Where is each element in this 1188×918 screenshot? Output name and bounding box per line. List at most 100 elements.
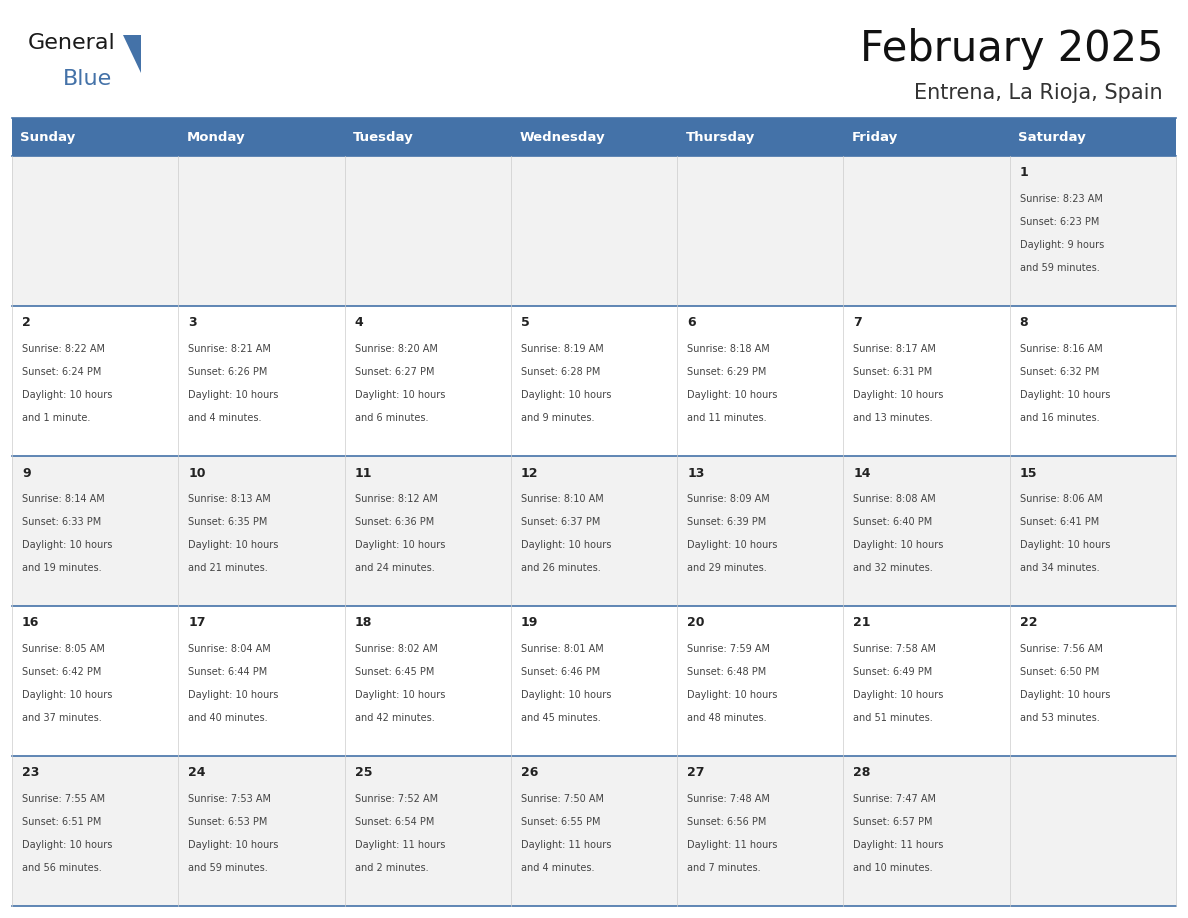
Text: Daylight: 11 hours: Daylight: 11 hours [520, 840, 611, 850]
Text: Sunset: 6:36 PM: Sunset: 6:36 PM [354, 517, 434, 527]
Bar [12, 306, 178, 456]
Text: Daylight: 10 hours: Daylight: 10 hours [853, 390, 943, 400]
Text: Sunset: 6:54 PM: Sunset: 6:54 PM [354, 817, 434, 827]
Text: and 2 minutes.: and 2 minutes. [354, 863, 428, 873]
Text: and 48 minutes.: and 48 minutes. [687, 713, 766, 723]
Text: 9: 9 [21, 466, 31, 479]
Text: and 19 minutes.: and 19 minutes. [21, 564, 102, 573]
Text: Daylight: 11 hours: Daylight: 11 hours [853, 840, 943, 850]
Text: Sunset: 6:57 PM: Sunset: 6:57 PM [853, 817, 933, 827]
Text: and 34 minutes.: and 34 minutes. [1019, 564, 1099, 573]
Text: Sunset: 6:56 PM: Sunset: 6:56 PM [687, 817, 766, 827]
Bar [345, 306, 511, 456]
Text: Daylight: 10 hours: Daylight: 10 hours [687, 390, 777, 400]
Text: 7: 7 [853, 317, 862, 330]
Bar [511, 118, 677, 156]
Text: 10: 10 [188, 466, 206, 479]
Text: 19: 19 [520, 617, 538, 630]
Bar [1010, 456, 1176, 606]
Text: Sunrise: 7:58 AM: Sunrise: 7:58 AM [853, 644, 936, 654]
Bar [12, 756, 178, 906]
Bar [511, 456, 677, 606]
Text: Sunset: 6:51 PM: Sunset: 6:51 PM [21, 817, 101, 827]
Bar [843, 156, 1010, 306]
Text: February 2025: February 2025 [859, 28, 1163, 70]
Text: Sunset: 6:46 PM: Sunset: 6:46 PM [520, 666, 600, 677]
Text: 11: 11 [354, 466, 372, 479]
Text: Daylight: 10 hours: Daylight: 10 hours [1019, 540, 1110, 550]
Text: Daylight: 11 hours: Daylight: 11 hours [354, 840, 446, 850]
Text: 14: 14 [853, 466, 871, 479]
Text: Sunset: 6:39 PM: Sunset: 6:39 PM [687, 517, 766, 527]
Text: 24: 24 [188, 767, 206, 779]
Text: Sunset: 6:26 PM: Sunset: 6:26 PM [188, 367, 267, 376]
Text: Daylight: 10 hours: Daylight: 10 hours [21, 690, 113, 700]
Text: General: General [29, 33, 115, 53]
Text: Daylight: 10 hours: Daylight: 10 hours [354, 690, 446, 700]
Text: Sunrise: 7:52 AM: Sunrise: 7:52 AM [354, 793, 437, 803]
Text: Sunset: 6:24 PM: Sunset: 6:24 PM [21, 367, 101, 376]
Text: 26: 26 [520, 767, 538, 779]
Text: Sunrise: 8:13 AM: Sunrise: 8:13 AM [188, 494, 271, 503]
Text: Daylight: 10 hours: Daylight: 10 hours [354, 390, 446, 400]
Text: Sunset: 6:23 PM: Sunset: 6:23 PM [1019, 217, 1099, 227]
Text: and 56 minutes.: and 56 minutes. [21, 863, 102, 873]
Text: Sunset: 6:50 PM: Sunset: 6:50 PM [1019, 666, 1099, 677]
Text: Daylight: 10 hours: Daylight: 10 hours [687, 690, 777, 700]
Text: 4: 4 [354, 317, 364, 330]
Bar [345, 756, 511, 906]
Text: Daylight: 10 hours: Daylight: 10 hours [520, 690, 611, 700]
Bar [843, 456, 1010, 606]
Text: 2: 2 [21, 317, 31, 330]
Bar [677, 306, 843, 456]
Text: Daylight: 10 hours: Daylight: 10 hours [21, 390, 113, 400]
Text: Daylight: 10 hours: Daylight: 10 hours [188, 840, 279, 850]
Text: Sunrise: 8:04 AM: Sunrise: 8:04 AM [188, 644, 271, 654]
Bar [677, 756, 843, 906]
Text: 6: 6 [687, 317, 696, 330]
Text: Sunset: 6:44 PM: Sunset: 6:44 PM [188, 666, 267, 677]
Bar [178, 306, 345, 456]
Text: and 9 minutes.: and 9 minutes. [520, 413, 594, 423]
Text: Sunset: 6:37 PM: Sunset: 6:37 PM [520, 517, 600, 527]
Text: Thursday: Thursday [685, 130, 754, 143]
Bar [677, 456, 843, 606]
Text: and 24 minutes.: and 24 minutes. [354, 564, 435, 573]
Bar [843, 606, 1010, 756]
Text: Friday: Friday [852, 130, 898, 143]
Text: Sunrise: 8:23 AM: Sunrise: 8:23 AM [1019, 194, 1102, 204]
Text: Sunrise: 8:14 AM: Sunrise: 8:14 AM [21, 494, 105, 503]
Text: 16: 16 [21, 617, 39, 630]
Text: and 16 minutes.: and 16 minutes. [1019, 413, 1099, 423]
Bar [178, 156, 345, 306]
Bar [12, 156, 178, 306]
Text: Sunrise: 8:21 AM: Sunrise: 8:21 AM [188, 343, 271, 353]
Bar [345, 456, 511, 606]
Bar [12, 118, 178, 156]
Bar [1010, 756, 1176, 906]
Bar [843, 306, 1010, 456]
Text: Sunset: 6:33 PM: Sunset: 6:33 PM [21, 517, 101, 527]
Text: Sunrise: 8:02 AM: Sunrise: 8:02 AM [354, 644, 437, 654]
Text: Monday: Monday [187, 130, 245, 143]
Text: and 13 minutes.: and 13 minutes. [853, 413, 933, 423]
Text: and 40 minutes.: and 40 minutes. [188, 713, 267, 723]
Bar [1010, 306, 1176, 456]
Bar [345, 606, 511, 756]
Bar [178, 118, 345, 156]
Text: Sunset: 6:28 PM: Sunset: 6:28 PM [520, 367, 600, 376]
Bar [1010, 156, 1176, 306]
Text: Tuesday: Tuesday [353, 130, 413, 143]
Text: and 1 minute.: and 1 minute. [21, 413, 90, 423]
Polygon shape [124, 35, 141, 73]
Text: and 29 minutes.: and 29 minutes. [687, 564, 767, 573]
Text: Sunday: Sunday [20, 130, 76, 143]
Text: Daylight: 10 hours: Daylight: 10 hours [520, 540, 611, 550]
Text: 3: 3 [188, 317, 197, 330]
Text: 28: 28 [853, 767, 871, 779]
Text: Sunrise: 8:08 AM: Sunrise: 8:08 AM [853, 494, 936, 503]
Bar [511, 606, 677, 756]
Text: Sunset: 6:42 PM: Sunset: 6:42 PM [21, 666, 101, 677]
Text: Sunrise: 8:17 AM: Sunrise: 8:17 AM [853, 343, 936, 353]
Text: and 59 minutes.: and 59 minutes. [188, 863, 268, 873]
